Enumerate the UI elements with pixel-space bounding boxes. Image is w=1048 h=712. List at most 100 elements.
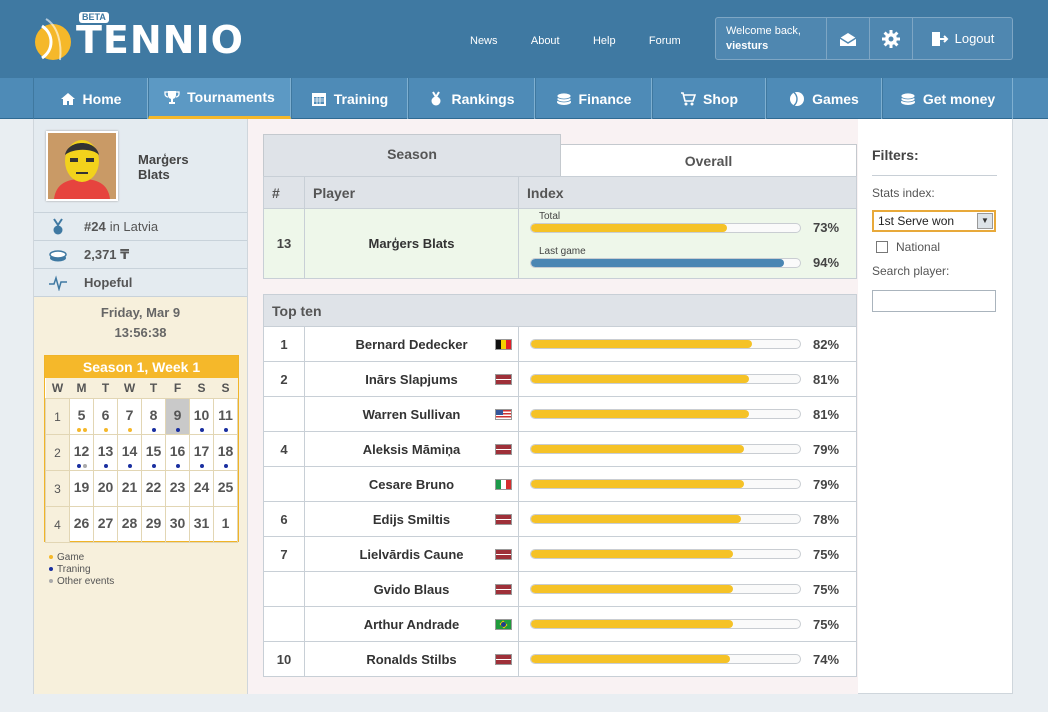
nav-finance[interactable]: Finance (535, 78, 652, 119)
player-name[interactable]: Lielvārdis Caune (359, 546, 464, 562)
player-name[interactable]: Cesare Bruno (368, 476, 455, 492)
calendar-day[interactable]: 18 (213, 433, 238, 471)
table-row[interactable]: Arthur Andrade 75% (263, 606, 857, 642)
profile-last-name: Blats (138, 167, 170, 182)
medal-icon (431, 90, 441, 105)
nav-games[interactable]: Games (766, 78, 882, 119)
national-checkbox-row[interactable]: National (872, 240, 997, 254)
search-player-input[interactable] (872, 290, 996, 312)
player-name[interactable]: Aleksis Māmiņa (362, 441, 461, 457)
national-checkbox[interactable] (876, 241, 888, 253)
calendar-day[interactable]: 1 (213, 505, 238, 543)
nav-training[interactable]: Training (291, 78, 408, 119)
player-name-cell: Aleksis Māmiņa (304, 431, 519, 467)
player-name[interactable]: Bernard Dedecker (355, 336, 468, 352)
logout-button[interactable]: Logout (913, 18, 1012, 59)
index-bar-fill (531, 585, 733, 593)
calendar-day[interactable]: 14 (117, 433, 142, 471)
settings-button[interactable] (870, 18, 913, 59)
table-row[interactable]: 1 Bernard Dedecker 82% (263, 326, 857, 362)
tab-overall[interactable]: Overall (560, 144, 857, 176)
index-pct: 79% (813, 477, 840, 492)
calendar-day[interactable]: 15 (141, 433, 166, 471)
calendar-day[interactable]: 29 (141, 505, 166, 543)
nav-rankings[interactable]: Rankings (408, 78, 535, 119)
calendar-day[interactable]: 16 (165, 433, 190, 471)
table-row[interactable]: 4 Aleksis Māmiņa 79% (263, 431, 857, 467)
calendar-day[interactable]: 22 (141, 469, 166, 507)
table-row[interactable]: Cesare Bruno 79% (263, 466, 857, 502)
calendar-day-number: 15 (145, 442, 162, 459)
calendar-day[interactable]: 8 (141, 397, 166, 435)
calendar-day[interactable]: 12 (69, 433, 94, 471)
player-rank: 6 (263, 501, 305, 537)
top-link-about[interactable]: About (530, 35, 560, 47)
table-row[interactable]: 2 Inārs Slapjums 81% (263, 361, 857, 397)
player-rank: 10 (263, 641, 305, 677)
calendar-day[interactable]: 21 (117, 469, 142, 507)
calendar-day[interactable]: 31 (189, 505, 214, 543)
index-bar (530, 479, 801, 489)
stats-index-select[interactable]: 1st Serve won ▼ (872, 210, 996, 232)
player-name[interactable]: Warren Sullivan (362, 406, 461, 422)
table-row[interactable]: Gvido Blaus 75% (263, 571, 857, 607)
calendar-day-today[interactable]: 9 (165, 397, 190, 435)
player-index: 79% (518, 466, 857, 502)
player-name[interactable]: Gvido Blaus (373, 581, 450, 597)
calendar-day-number: 9 (173, 406, 182, 423)
last-game-bar-fill (531, 259, 784, 267)
player-name[interactable]: Ronalds Stilbs (366, 651, 457, 667)
table-row[interactable]: 10 Ronalds Stilbs 74% (263, 641, 857, 677)
player-name[interactable]: Inārs Slapjums (365, 371, 458, 387)
nav-shop-label: Shop (703, 90, 738, 107)
calendar-day[interactable]: 5 (69, 397, 94, 435)
table-row[interactable]: 6 Edijs Smiltis 78% (263, 501, 857, 537)
calendar-day[interactable]: 6 (93, 397, 118, 435)
index-bar-fill (531, 620, 733, 628)
calendar-day[interactable]: 27 (93, 505, 118, 543)
calendar-day-number: 6 (101, 406, 110, 423)
calendar-day[interactable]: 24 (189, 469, 214, 507)
calendar-day[interactable]: 19 (69, 469, 94, 507)
index-bar-fill (531, 655, 731, 663)
messages-button[interactable] (827, 18, 870, 59)
tab-season[interactable]: Season (263, 134, 561, 176)
profile-name[interactable]: Marģers Blats (138, 152, 189, 182)
calendar-day[interactable]: 23 (165, 469, 190, 507)
calendar-day-number: 20 (97, 478, 114, 495)
calendar-week-number: 3 (45, 469, 70, 507)
coins-icon (900, 92, 916, 105)
calendar-day[interactable]: 13 (93, 433, 118, 471)
index-bar (530, 339, 801, 349)
calendar-day[interactable]: 11 (213, 397, 238, 435)
calendar-day[interactable]: 17 (189, 433, 214, 471)
top-link-forum[interactable]: Forum (648, 35, 681, 47)
nav-shop[interactable]: Shop (652, 78, 766, 119)
self-name[interactable]: Marģers Blats (304, 208, 519, 279)
total-bar (530, 223, 801, 233)
table-row[interactable]: 7 Lielvārdis Caune 75% (263, 536, 857, 572)
top-link-news[interactable]: News (470, 35, 498, 47)
calendar-day[interactable]: 7 (117, 397, 142, 435)
tennio-logo[interactable]: BETA TENNIO (32, 12, 243, 68)
player-name[interactable]: Arthur Andrade (363, 616, 460, 632)
calendar-day[interactable]: 26 (69, 505, 94, 543)
table-row[interactable]: Warren Sullivan 81% (263, 396, 857, 432)
nav-home[interactable]: Home (33, 78, 148, 119)
self-row[interactable]: 13 Marģers Blats Total 73% Last game 94% (263, 208, 857, 279)
calendar-week-number: 2 (45, 433, 70, 471)
calendar-day[interactable]: 10 (189, 397, 214, 435)
player-name[interactable]: Edijs Smiltis (372, 511, 451, 527)
calendar-header-day: S (189, 378, 214, 398)
player-index: 81% (518, 396, 857, 432)
calendar-day[interactable]: 28 (117, 505, 142, 543)
calendar-day[interactable]: 20 (93, 469, 118, 507)
status-value: Hopeful (84, 275, 133, 290)
avatar[interactable] (46, 131, 118, 201)
calendar-day[interactable]: 30 (165, 505, 190, 543)
nav-training-label: Training (333, 90, 389, 107)
nav-get-money[interactable]: Get money (882, 78, 1013, 119)
top-link-help[interactable]: Help (592, 35, 616, 47)
calendar-day[interactable]: 25 (213, 469, 238, 507)
nav-tournaments[interactable]: Tournaments (148, 78, 291, 119)
